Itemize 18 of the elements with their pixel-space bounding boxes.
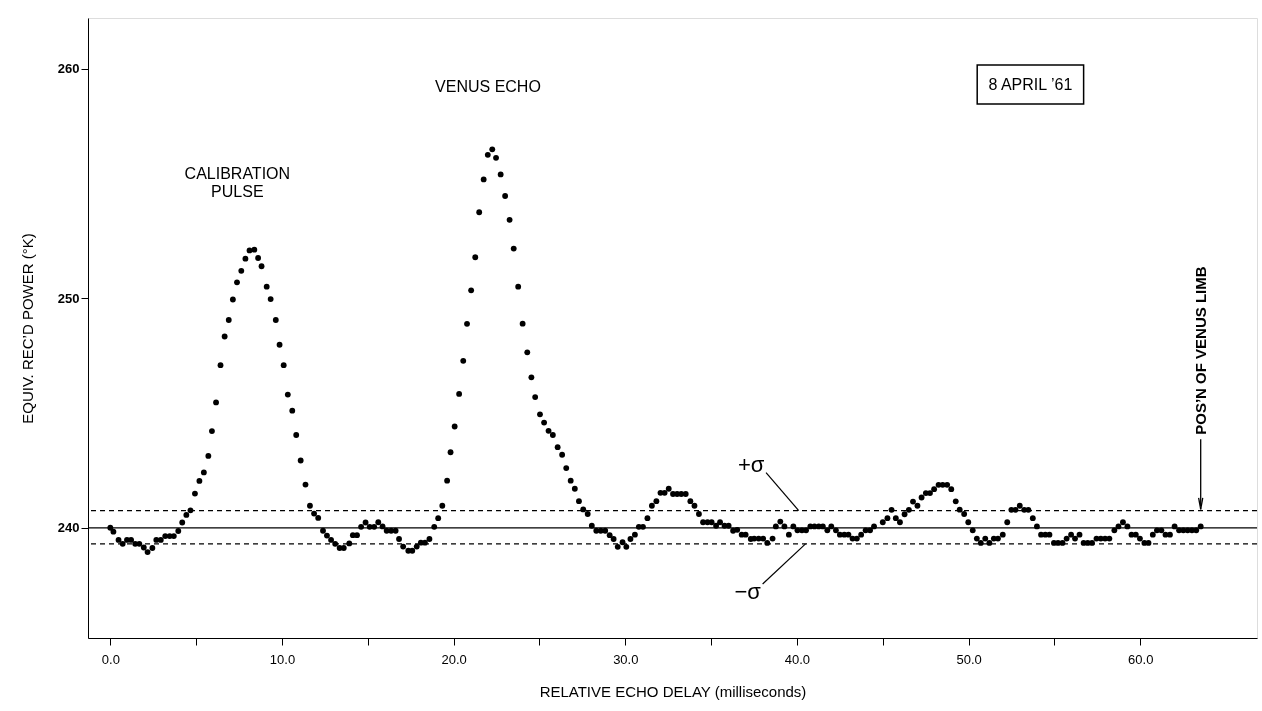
x-tick-label: 40.0 [784, 651, 811, 667]
x-tick-label: 60.0 [1128, 651, 1154, 667]
x-tick-label: 0.0 [101, 651, 120, 667]
x-tick-label: 30.0 [613, 651, 639, 667]
annotation: 8 APRIL ’61 [988, 75, 1073, 93]
annotation: VENUS ECHO [435, 77, 541, 95]
x-tick-label: 50.0 [956, 651, 982, 667]
y-tick-label: 260 [57, 61, 80, 77]
y-tick-label: 240 [57, 520, 80, 536]
y-tick-label: 250 [57, 290, 80, 306]
x-tick-label: 10.0 [269, 651, 296, 667]
annotation: POS’N OF VENUS LIMB [1191, 266, 1209, 435]
annotation: −σ [734, 579, 762, 605]
x-tick-label: 20.0 [441, 651, 467, 667]
annotation: +σ [737, 451, 765, 477]
x-axis-title: RELATIVE ECHO DELAY (milliseconds) [539, 682, 807, 700]
y-axis-title: EQUIV. REC’D POWER (°K) [18, 233, 36, 424]
annotation: CALIBRATION PULSE [184, 165, 291, 201]
